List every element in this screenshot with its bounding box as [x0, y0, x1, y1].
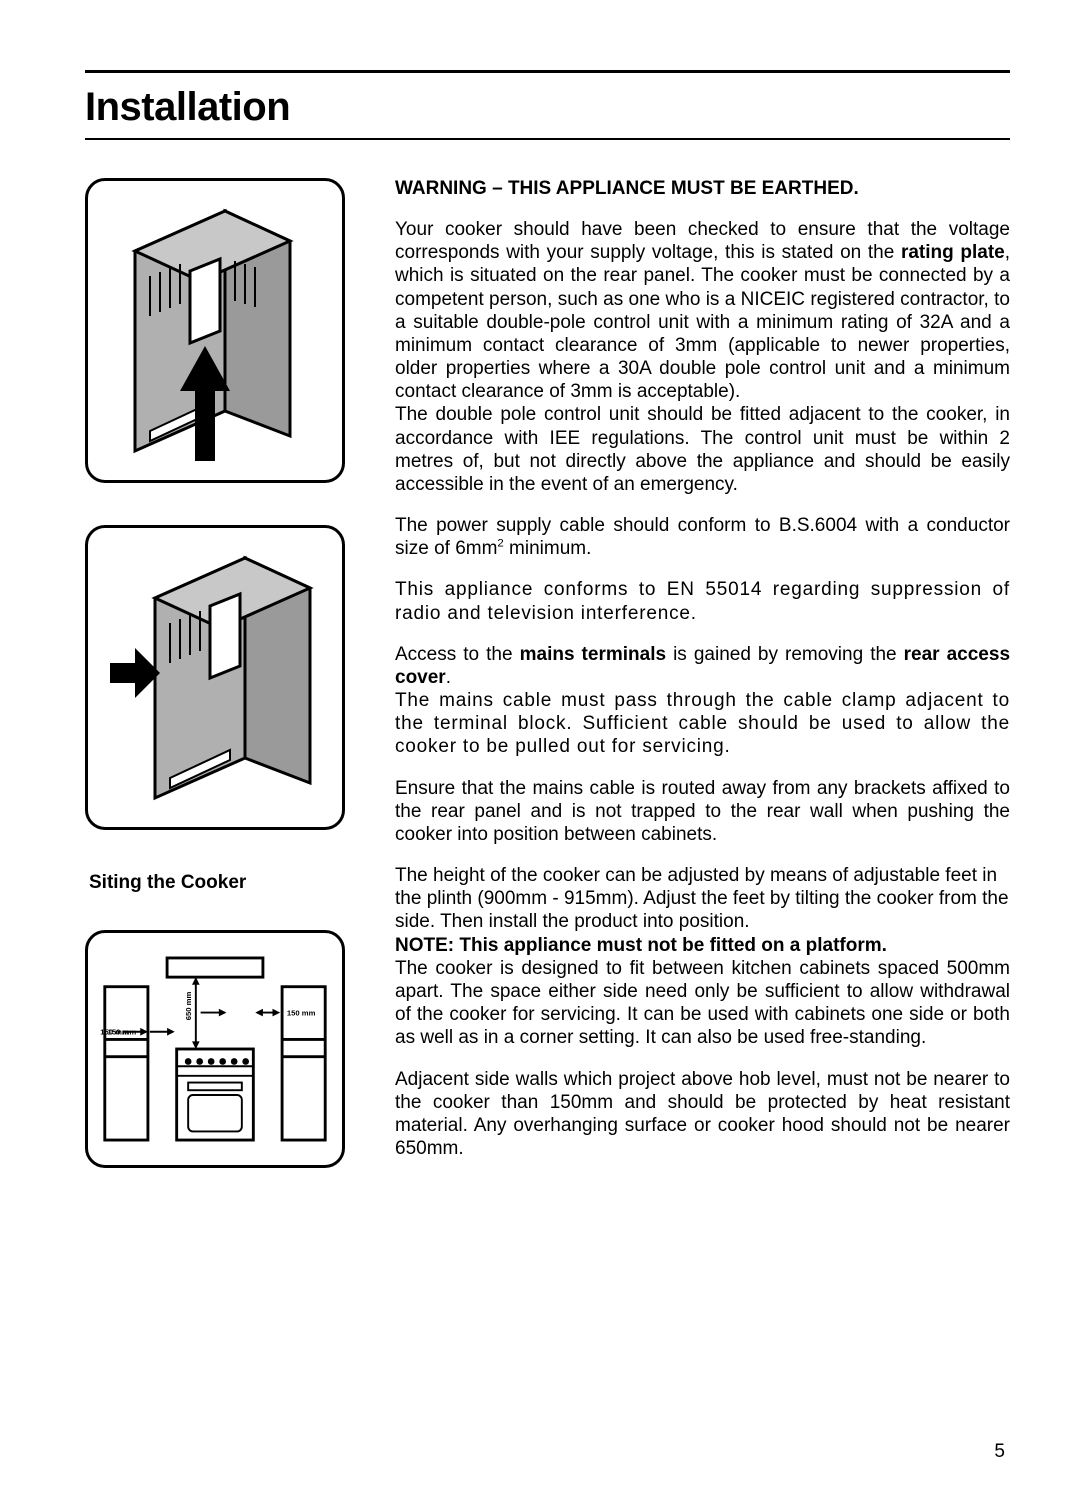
paragraph: The cooker is designed to fit between ki…	[395, 957, 1010, 1050]
paragraph: The mains cable must pass through the ca…	[395, 689, 1010, 759]
figure-cooker-side	[85, 525, 345, 830]
figure-clearances: 650 mm 150 mm 150 mm 150 mm	[85, 930, 345, 1168]
warning-heading: WARNING – THIS APPLIANCE MUST BE EARTHED…	[395, 178, 1010, 200]
svg-text:150 mm: 150 mm	[108, 1028, 137, 1037]
page-title: Installation	[85, 73, 1010, 138]
paragraph: The height of the cooker can be adjusted…	[395, 864, 1010, 934]
paragraph: The double pole control unit should be f…	[395, 403, 1010, 496]
paragraph: The power supply cable should conform to…	[395, 514, 1010, 560]
paragraph: Ensure that the mains cable is routed aw…	[395, 777, 1010, 847]
svg-text:650 mm: 650 mm	[184, 992, 193, 1021]
paragraph: Access to the mains terminals is gained …	[395, 643, 1010, 689]
siting-label: Siting the Cooker	[89, 872, 365, 894]
paragraph: This appliance conforms to EN 55014 rega…	[395, 578, 1010, 624]
paragraph: Your cooker should have been checked to …	[395, 218, 1010, 403]
note: NOTE: This appliance must not be fitted …	[395, 934, 1010, 957]
figure-cooker-insert	[85, 178, 345, 483]
figures-column: Siting the Cooker	[85, 178, 365, 1178]
body-text: WARNING – THIS APPLIANCE MUST BE EARTHED…	[395, 178, 1010, 1178]
page-number: 5	[994, 1441, 1005, 1463]
paragraph: Adjacent side walls which project above …	[395, 1068, 1010, 1161]
svg-text:150 mm: 150 mm	[287, 1008, 316, 1017]
